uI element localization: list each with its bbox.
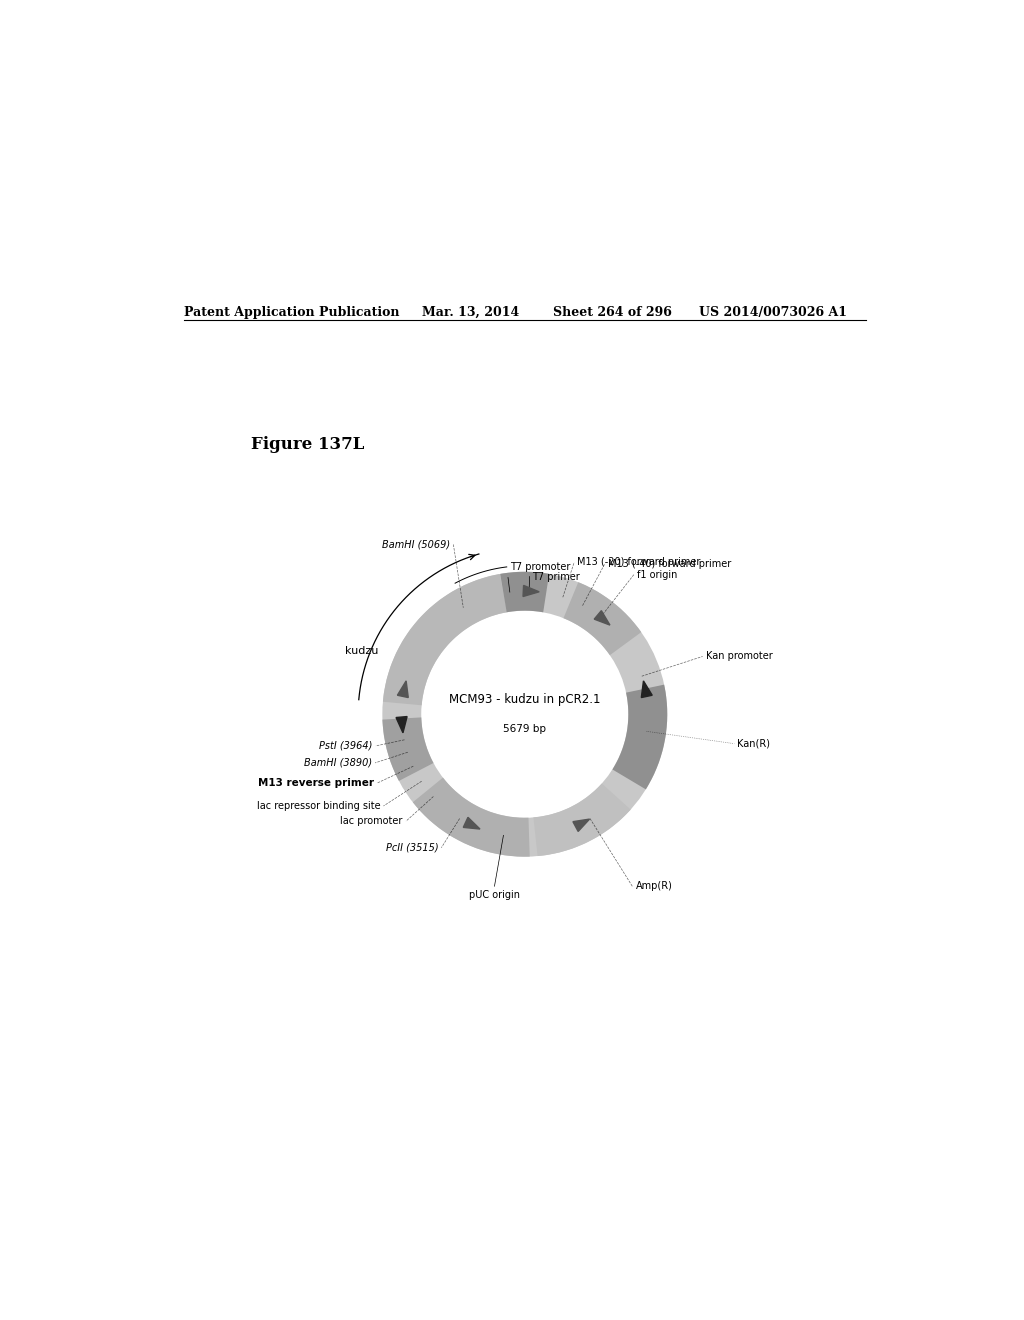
Text: Figure 137L: Figure 137L xyxy=(251,437,365,454)
Text: lac repressor binding site: lac repressor binding site xyxy=(257,801,380,810)
Text: Amp(R): Amp(R) xyxy=(636,882,673,891)
Text: kudzu: kudzu xyxy=(345,645,378,656)
Polygon shape xyxy=(463,817,480,829)
Polygon shape xyxy=(594,611,610,626)
Polygon shape xyxy=(523,585,540,597)
Polygon shape xyxy=(573,820,590,832)
Text: Sheet 264 of 296: Sheet 264 of 296 xyxy=(553,305,672,318)
Text: BamHI (5069): BamHI (5069) xyxy=(382,540,451,549)
Text: MCM93 - kudzu in pCR2.1: MCM93 - kudzu in pCR2.1 xyxy=(450,693,600,706)
Text: f1 origin: f1 origin xyxy=(637,570,678,579)
Text: T7 primer: T7 primer xyxy=(532,572,580,582)
Text: Patent Application Publication: Patent Application Publication xyxy=(183,305,399,318)
Text: 5679 bp: 5679 bp xyxy=(504,723,546,734)
Polygon shape xyxy=(396,717,408,733)
Text: PcII (3515): PcII (3515) xyxy=(386,842,438,853)
Text: BamHI (3890): BamHI (3890) xyxy=(304,758,372,768)
Polygon shape xyxy=(641,681,652,697)
Text: Kan promoter: Kan promoter xyxy=(706,652,772,661)
Text: PstI (3964): PstI (3964) xyxy=(319,741,373,751)
Text: T7 promoter: T7 promoter xyxy=(510,562,570,572)
Text: lac promoter: lac promoter xyxy=(340,816,402,826)
Text: US 2014/0073026 A1: US 2014/0073026 A1 xyxy=(699,305,848,318)
Text: M13 (-20) forward primer: M13 (-20) forward primer xyxy=(578,557,700,568)
Text: Kan(R): Kan(R) xyxy=(736,739,770,748)
Text: Mar. 13, 2014: Mar. 13, 2014 xyxy=(422,305,519,318)
Text: M13 reverse primer: M13 reverse primer xyxy=(258,777,375,788)
Text: M13 (-40) forward primer: M13 (-40) forward primer xyxy=(607,560,731,569)
Text: pUC origin: pUC origin xyxy=(469,890,520,900)
Polygon shape xyxy=(397,681,409,697)
